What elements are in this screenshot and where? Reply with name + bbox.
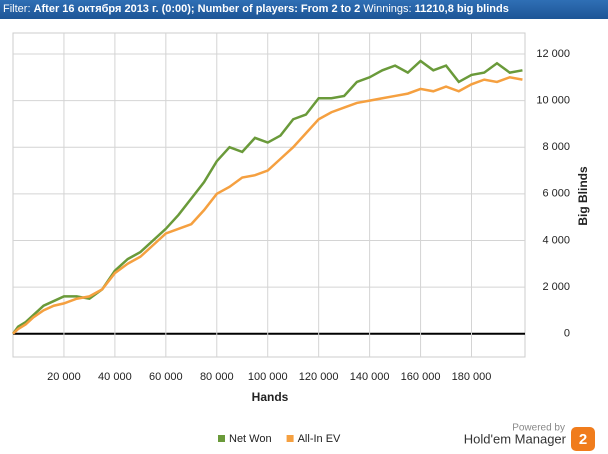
x-tick-label: 40 000 [98,371,132,383]
powered-by: Powered by [512,423,565,434]
y-tick-label: 2 000 [542,281,570,293]
data-line [11,59,523,335]
x-tick-label: 20 000 [47,371,81,383]
badge-text: 2 [579,431,587,448]
x-tick-label: 100 000 [248,371,288,383]
filter-bar: Filter: After 16 октября 2013 г. (0:00);… [0,0,608,19]
plot-area [12,32,526,358]
x-tick-label: 140 000 [350,371,390,383]
y-tick-label: 12 000 [536,48,570,60]
x-axis-label: Hands [252,390,289,404]
legend-swatch [286,435,294,442]
x-tick-label: 80 000 [200,371,234,383]
x-tick-label: 180 000 [452,371,492,383]
y-tick-label: 8 000 [542,141,570,153]
y-axis-label: Big Blinds [576,166,590,226]
y-tick-label: 0 [564,328,570,340]
legend-label: All-In EV [298,433,341,445]
product-name: Hold'em Manager [464,431,567,446]
legend-swatch [218,435,225,442]
y-tick-label: 4 000 [542,234,570,246]
x-tick-label: 120 000 [299,371,339,383]
filter-text: After 16 октября 2013 г. (0:00); Number … [33,3,361,15]
legend-label: Net Won [229,433,272,445]
badge [571,427,595,451]
winnings-label: Winnings: [363,3,412,15]
x-tick-label: 60 000 [149,371,183,383]
x-tick-label: 160 000 [401,371,441,383]
data-line [12,75,523,335]
winnings-value: 11210,8 big blinds [414,3,509,15]
y-tick-label: 6 000 [542,188,570,200]
filter-label: Filter: [3,3,31,15]
y-tick-label: 10 000 [536,95,570,107]
